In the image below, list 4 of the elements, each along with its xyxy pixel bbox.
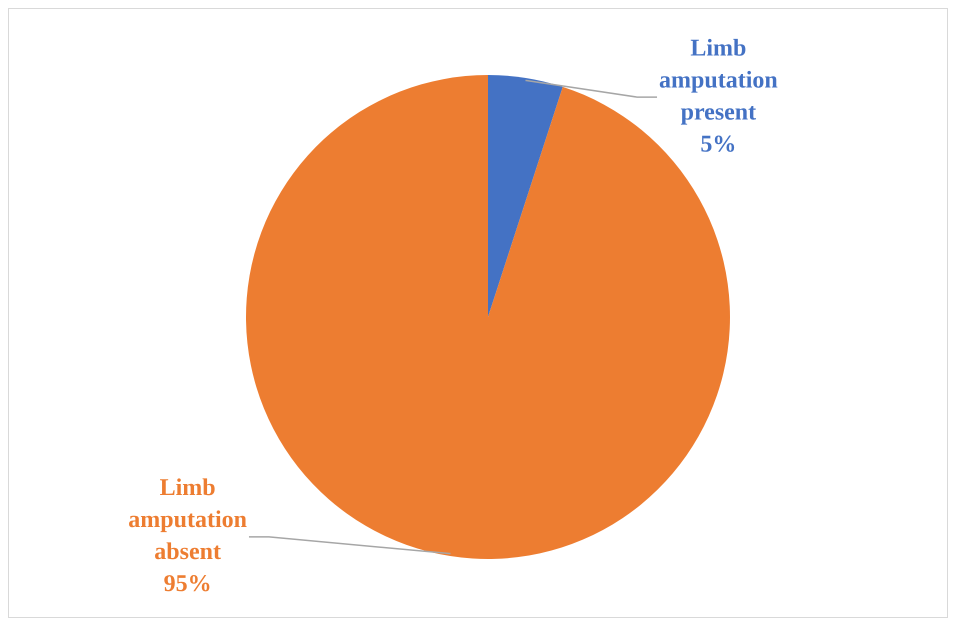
slice-label: Limb amputation present <box>659 35 778 126</box>
data-label: 5% <box>700 131 736 158</box>
slice-label: Limb amputation absent <box>128 475 247 566</box>
data-label: 95% <box>164 571 212 598</box>
